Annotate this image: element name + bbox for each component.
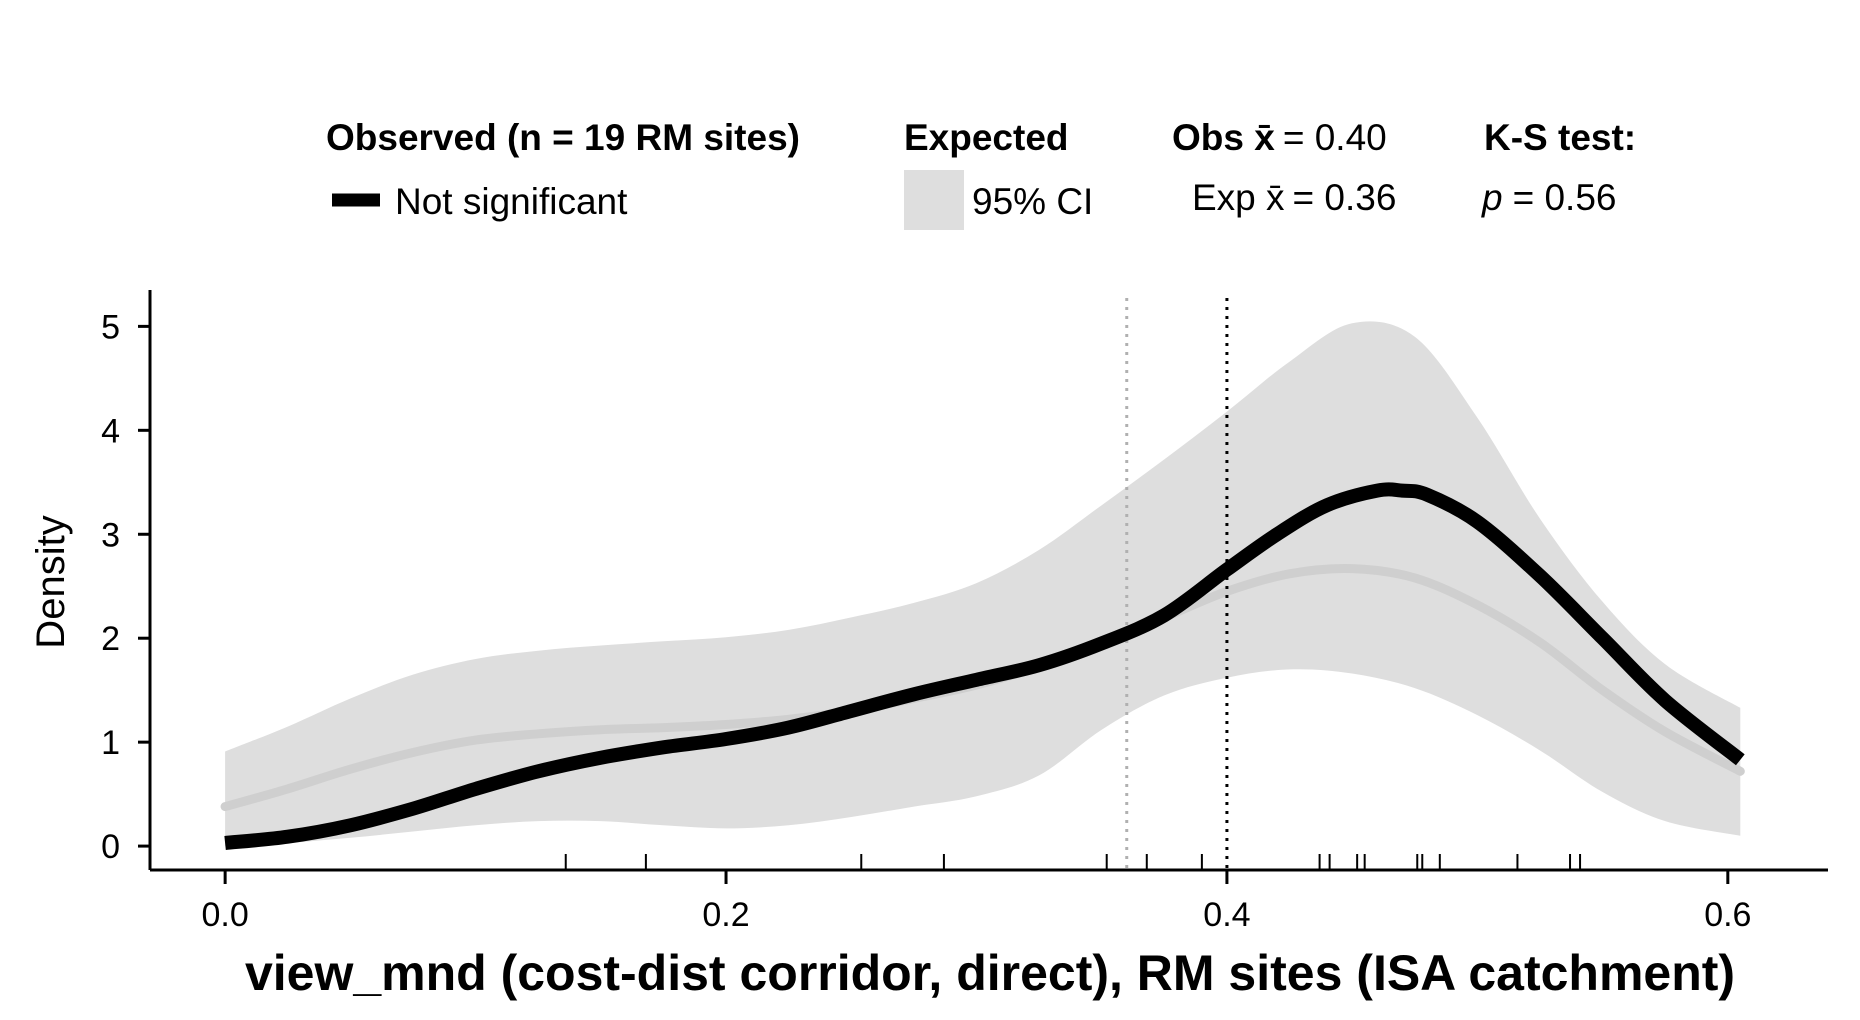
legend-observed-item: Not significant xyxy=(395,181,628,222)
x-axis-ticks: 0.0 0.2 0.4 0.6 xyxy=(202,870,1751,934)
y-tick-label: 0 xyxy=(101,828,120,866)
legend-obs-mean: Obs x̄ = 0.40 xyxy=(1172,117,1387,158)
legend-expected-item: 95% CI xyxy=(972,181,1093,222)
observed-line-layer xyxy=(224,482,1745,850)
y-tick-label: 1 xyxy=(101,724,120,762)
legend-expected-title: Expected xyxy=(904,117,1069,158)
y-tick-label: 2 xyxy=(101,620,120,658)
legend-exp-mean-value: = 0.36 xyxy=(1293,177,1397,218)
x-tick-label: 0.0 xyxy=(202,896,249,934)
legend-obs-mean-label: Obs x̄ xyxy=(1172,117,1275,158)
y-tick-label: 4 xyxy=(101,412,120,450)
x-tick-label: 0.4 xyxy=(1203,896,1250,934)
observed-density-line xyxy=(224,482,1745,850)
legend-ks-p-value: = 0.56 xyxy=(1513,177,1617,218)
ci-band xyxy=(225,321,1741,847)
y-tick-label: 3 xyxy=(101,516,120,554)
legend-exp-mean-label: Exp x̄ xyxy=(1192,177,1285,218)
x-axis-title: view_mnd (cost-dist corridor, direct), R… xyxy=(245,945,1735,1001)
legend-obs-mean-value: = 0.40 xyxy=(1283,117,1387,158)
rug-layer xyxy=(564,854,1582,870)
legend-ks-p: p = 0.56 xyxy=(1481,177,1616,218)
legend-exp-mean: Exp x̄ = 0.36 xyxy=(1192,177,1396,218)
y-axis-ticks: 0 1 2 3 4 5 xyxy=(101,308,150,866)
legend-observed-title: Observed (n = 19 RM sites) xyxy=(326,117,800,158)
legend-ci-swatch xyxy=(904,170,964,230)
axes: 0 1 2 3 4 5 0.0 0.2 0.4 0.6 xyxy=(101,290,1828,934)
legend-ks-p-symbol: p xyxy=(1481,177,1503,218)
legend: Observed (n = 19 RM sites) Not significa… xyxy=(326,117,1636,230)
x-tick-label: 0.6 xyxy=(1704,896,1751,934)
y-tick-label: 5 xyxy=(101,308,120,346)
legend-ks-title: K-S test: xyxy=(1484,117,1636,158)
y-axis-title: Density xyxy=(29,515,73,648)
ci-band-layer xyxy=(225,321,1741,847)
x-tick-label: 0.2 xyxy=(702,896,749,934)
